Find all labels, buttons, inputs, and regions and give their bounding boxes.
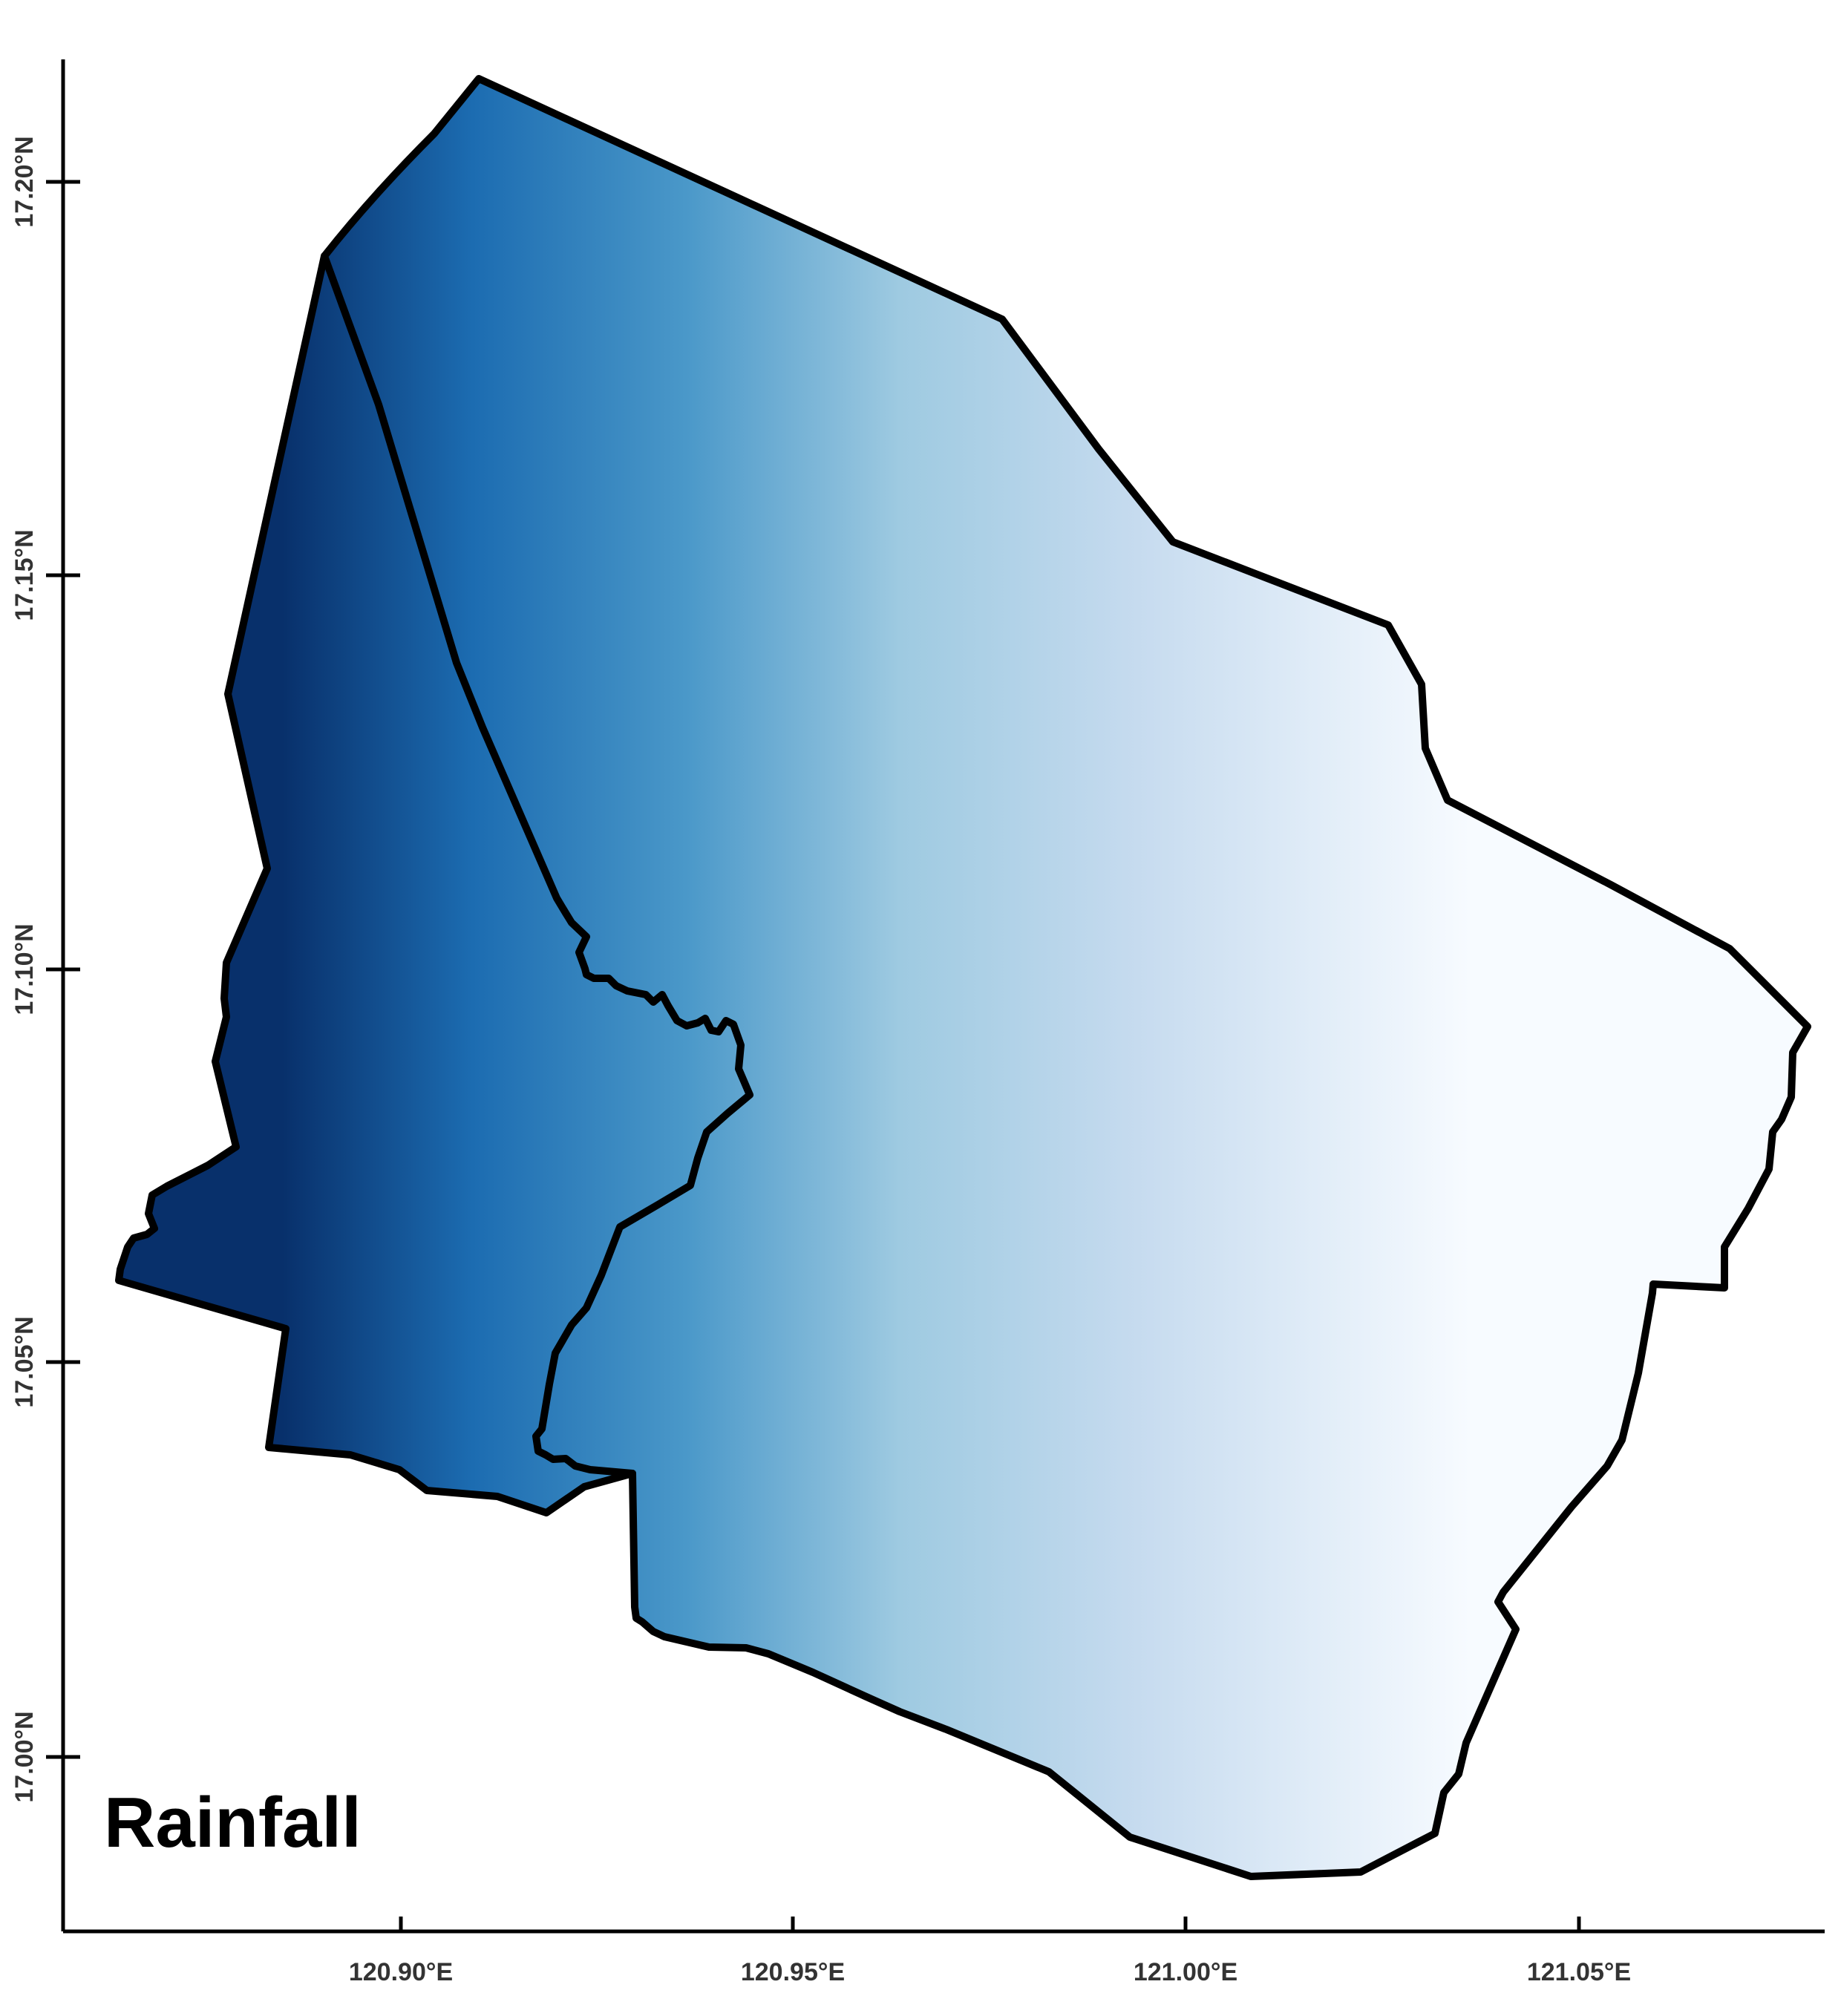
inner-boundary	[321, 252, 753, 1477]
y-tick-label: 17.05°N	[10, 1316, 39, 1407]
x-axis: 120.90°E 120.95°E 121.00°E 121.05°E	[63, 1917, 1825, 1986]
map-title: Rainfall	[104, 1783, 362, 1862]
y-tick-label: 17.20°N	[10, 136, 39, 227]
rainfall-surface	[119, 79, 1808, 1876]
x-tick-label: 120.90°E	[349, 1958, 453, 1986]
y-tick-label: 17.10°N	[10, 923, 39, 1015]
x-tick-label: 120.95°E	[741, 1958, 845, 1986]
y-axis: 17.00°N 17.05°N 17.10°N 17.15°N 17.20°N	[10, 59, 80, 1931]
x-tick-label: 121.00°E	[1134, 1958, 1237, 1986]
y-tick-label: 17.00°N	[10, 1711, 39, 1802]
y-tick-label: 17.15°N	[10, 529, 39, 621]
region-boundaries	[119, 79, 1808, 1876]
x-tick-label: 121.05°E	[1527, 1958, 1631, 1986]
